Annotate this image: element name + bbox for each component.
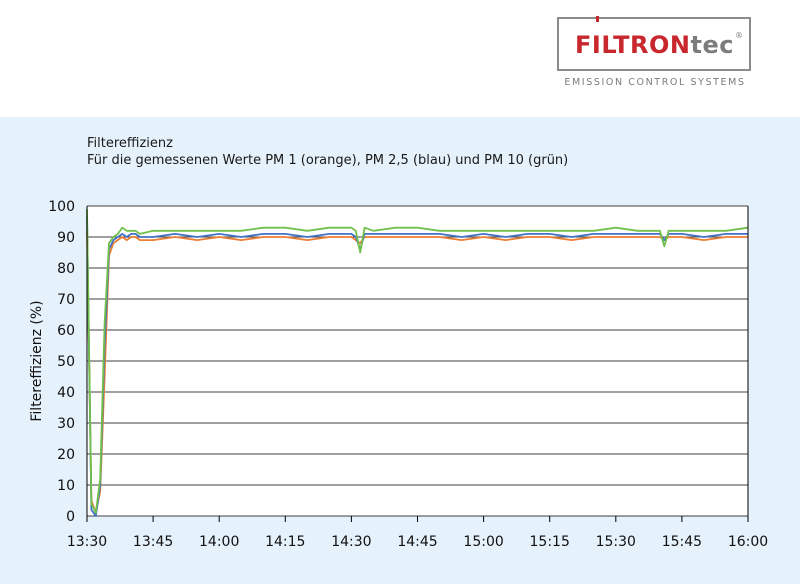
y-tick-label: 90 xyxy=(57,230,75,246)
filtrontec-logo: FILTRONtec ® xyxy=(557,16,751,71)
y-tick-label: 100 xyxy=(48,199,75,215)
y-tick-label: 40 xyxy=(57,385,75,401)
x-tick-label: 15:45 xyxy=(662,534,702,550)
axes: 0 10 20 30 40 50 60 70 80 90 100 13:30 13:45 14:00 14:… xyxy=(48,199,768,550)
y-tick-label: 10 xyxy=(57,478,75,494)
logo-brand-suffix: tec xyxy=(690,31,734,59)
logo-wordmark: FILTRONtec xyxy=(575,32,734,58)
x-tick-label: 14:00 xyxy=(199,534,239,550)
logo-tagline: EMISSION CONTROL SYSTEMS xyxy=(564,77,746,88)
series-lines xyxy=(86,209,749,517)
x-tick-label: 13:45 xyxy=(133,534,173,550)
chart-title: Filtereffizienz xyxy=(87,136,173,151)
y-tick-label: 20 xyxy=(57,447,75,463)
x-tick-label: 16:00 xyxy=(728,534,768,550)
x-tick-label: 14:30 xyxy=(331,534,371,550)
series-line-2 xyxy=(86,215,748,517)
header: FILTRONtec ® EMISSION CONTROL SYSTEMS xyxy=(0,0,800,117)
x-tick-label: 14:15 xyxy=(265,534,305,550)
y-tick-label: 60 xyxy=(57,323,75,339)
x-tick-label: 15:15 xyxy=(530,534,570,550)
y-tick-label: 0 xyxy=(66,509,75,525)
logo-brand-main: FILTRON xyxy=(575,31,691,59)
y-tick-label: 70 xyxy=(57,292,75,308)
chart-subtitle: Für die gemessenen Werte PM 1 (orange), … xyxy=(87,153,569,168)
x-tick-label: 14:45 xyxy=(397,534,437,550)
y-tick-label: 30 xyxy=(57,416,75,432)
x-tick-label: 15:00 xyxy=(463,534,503,550)
logo-registered-mark: ® xyxy=(735,31,743,40)
x-tick-label: 13:30 xyxy=(67,534,107,550)
y-tick-label: 80 xyxy=(57,261,75,277)
logo-red-mark xyxy=(596,16,599,22)
series-line-3 xyxy=(86,209,749,514)
y-axis-title: Filtereffizienz (%) xyxy=(29,300,45,421)
series-line-1 xyxy=(86,230,748,514)
x-tick-label: 15:30 xyxy=(596,534,636,550)
y-tick-label: 50 xyxy=(57,354,75,370)
